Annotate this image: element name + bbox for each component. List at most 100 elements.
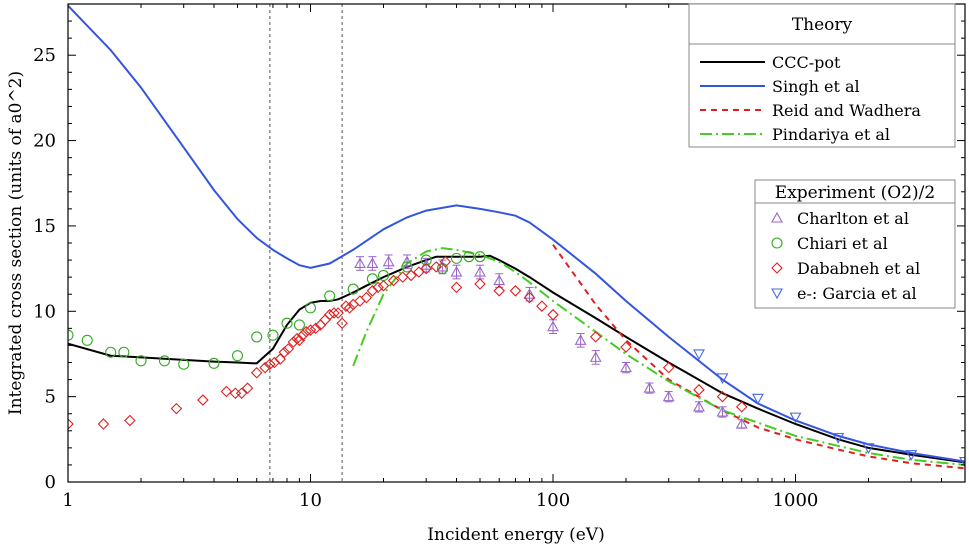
chiari-et-al-point (401, 261, 413, 273)
dababneh-et-al-point (589, 331, 602, 343)
dababneh-et-al-point (377, 279, 390, 292)
chiari-et-al-point (158, 355, 171, 367)
dababneh-et-al-point (354, 295, 366, 307)
dababneh-et-al-point (268, 356, 281, 369)
legend-label: Pindariya et al (772, 125, 890, 144)
chiari-et-al-point (208, 357, 220, 369)
charlton-et-al-point (450, 265, 463, 277)
chiari-et-al-point (178, 358, 190, 370)
dababneh-et-al-point (536, 300, 548, 312)
experiment-legend: Experiment (O2)/2 Charlton et al Chiari e… (754, 179, 956, 309)
dababneh-et-al-point (405, 269, 417, 282)
charlton-et-al-point (735, 417, 748, 429)
dababneh-et-al-point (235, 387, 248, 400)
x-tick-label: 1000 (773, 490, 819, 511)
dababneh-et-al-point (124, 414, 136, 427)
dababneh-et-al-point (509, 285, 522, 297)
x-tick-label: 1 (62, 490, 73, 511)
chiari-et-al-point (293, 319, 305, 331)
legend-label: Singh et al (772, 77, 860, 96)
legend-label: e-: Garcia et al (797, 284, 917, 303)
dababneh-et-al-point (319, 314, 331, 326)
charlton-et-al-point (574, 334, 587, 345)
y-tick-label: 20 (33, 131, 56, 152)
legend-label: Dababneh et al (797, 259, 920, 278)
dababneh-et-al-point (716, 390, 729, 403)
chiari-et-al-point (324, 290, 336, 302)
charlton-et-al-point (354, 257, 366, 269)
dababneh-et-al-point (662, 361, 675, 374)
dababneh-et-al-point (323, 308, 336, 321)
e-garcia-et-al-point (716, 373, 729, 384)
charlton-et-al-point (693, 400, 705, 412)
dababneh-et-al-point (293, 334, 306, 347)
dababneh-et-al-point (430, 261, 443, 273)
legend-marker (771, 288, 783, 300)
dababneh-et-al-point (340, 300, 352, 312)
dababneh-et-al-point (300, 325, 312, 338)
charlton-et-al-point (382, 255, 395, 267)
charlton-et-al-point (662, 390, 675, 402)
chiari-et-al-point (366, 273, 378, 285)
y-tick-label: 5 (45, 387, 56, 408)
charlton-et-al-point (366, 257, 379, 269)
charlton-et-al-point (547, 320, 559, 332)
y-tick-label: 15 (33, 216, 56, 237)
dababneh-et-al-point (493, 285, 505, 297)
charlton-et-al-point (474, 265, 486, 277)
charlton-et-al-point (716, 405, 729, 417)
charlton-et-al-point (401, 255, 413, 267)
dababneh-et-al-point (450, 281, 463, 294)
legend-label: Charlton et al (797, 209, 909, 228)
theory-legend: Theory CCC-pot Singh et al Reid and Wadher… (688, 3, 956, 148)
dababneh-et-al-point (97, 418, 110, 430)
y-tick-label: 25 (33, 45, 56, 66)
dababneh-et-al-point (264, 358, 276, 370)
chiari-et-al-point (474, 251, 486, 263)
dababneh-et-al-point (332, 307, 344, 319)
dababneh-et-al-point (387, 274, 400, 287)
experiment-legend-box (754, 179, 956, 309)
dababneh-et-al-point (287, 336, 300, 348)
experiment-legend-title: Experiment (O2)/2 (775, 183, 935, 203)
dababneh-et-al-point (304, 324, 317, 336)
chiari-et-al-point (420, 254, 432, 266)
dababneh-et-al-point (474, 278, 486, 290)
dababneh-et-al-point (68, 418, 74, 430)
y-tick-label: 0 (45, 472, 56, 493)
dababneh-et-al-point (693, 384, 705, 396)
dababneh-et-al-point (366, 285, 379, 297)
chiari-et-al-point (281, 317, 293, 329)
dababneh-et-al-point (523, 291, 536, 304)
chiari-et-al-point (251, 331, 263, 343)
dababneh-et-al-point (250, 366, 263, 379)
experiment-points (68, 251, 965, 468)
legend-label: Reid and Wadhera (772, 101, 921, 120)
dababneh-et-al-point (309, 322, 322, 335)
charlton-et-al-point (493, 274, 506, 286)
dababneh-et-al-point (360, 291, 373, 304)
e-garcia-et-al-point (832, 433, 845, 444)
chiari-et-al-point (231, 350, 244, 362)
charlton-et-al-point (523, 288, 536, 299)
e-garcia-et-al-point (905, 450, 918, 461)
x-tick-label: 100 (536, 490, 570, 511)
dababneh-et-al-point (274, 353, 286, 365)
y-axis-title: Integrated cross section (units of a0^2) (6, 71, 26, 415)
theory-legend-box (688, 3, 956, 148)
e-garcia-et-al-point (862, 443, 875, 454)
legend-label: Chiari et al (797, 234, 888, 253)
chiari-et-al-point (68, 329, 74, 341)
chiari-et-al-point (304, 302, 317, 314)
chiari-et-al-point (81, 334, 93, 346)
e-garcia-et-al-point (789, 412, 802, 424)
dababneh-et-al-point (343, 302, 356, 314)
x-axis-title: Incident energy (eV) (427, 525, 604, 545)
series-ccc-pot (68, 254, 965, 464)
dababneh-et-al-point (282, 343, 295, 355)
dababneh-et-al-point (220, 385, 233, 398)
dababneh-et-al-point (241, 382, 254, 394)
dababneh-et-al-point (420, 262, 432, 275)
dababneh-et-al-point (229, 387, 242, 400)
